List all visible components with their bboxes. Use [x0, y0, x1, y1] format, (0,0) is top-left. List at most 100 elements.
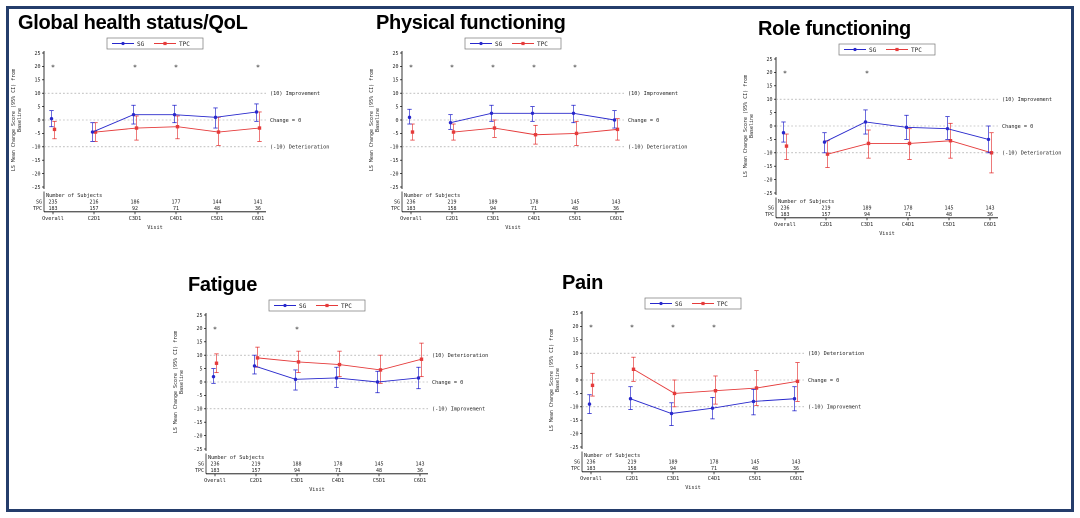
- data-point: [489, 111, 494, 116]
- subjects-count: 143: [611, 200, 620, 206]
- subjects-count: 183: [210, 468, 219, 474]
- svg-text:*: *: [213, 325, 217, 333]
- subjects-count: 94: [670, 466, 676, 472]
- svg-text:*: *: [712, 323, 716, 331]
- svg-text:*: *: [532, 63, 536, 71]
- series-sg: [587, 386, 797, 426]
- legend-tpc-label: TPC: [179, 41, 190, 48]
- data-point: [672, 391, 677, 396]
- subjects-count: 189: [488, 200, 497, 206]
- visit-tick-label: C5D1: [373, 478, 386, 484]
- data-point: [211, 374, 216, 379]
- reference-label: Change = 0: [1002, 124, 1033, 130]
- legend-sg-marker: [853, 47, 857, 52]
- data-point: [293, 377, 298, 382]
- subjects-table: Number of Subjects SG 236 219 188 178 145 143 TP…: [195, 453, 428, 493]
- reference-label: (-10) Improvement: [808, 405, 861, 411]
- subjects-count: 36: [255, 206, 261, 212]
- data-point: [822, 140, 827, 144]
- visit-tick-label: C4D1: [902, 222, 915, 228]
- subjects-count: 186: [130, 200, 139, 206]
- subjects-row-label: TPC: [571, 466, 580, 472]
- svg-text:10: 10: [34, 91, 40, 97]
- subjects-count: 145: [374, 462, 383, 468]
- chart-title-pain: Pain: [562, 272, 604, 294]
- legend-sg-label: SG: [137, 41, 145, 48]
- data-point: [574, 131, 579, 136]
- subjects-count: 36: [613, 206, 619, 212]
- svg-text:-25: -25: [569, 445, 578, 451]
- subjects-count: 143: [415, 462, 424, 468]
- series-tpc: [590, 356, 800, 408]
- visit-tick-label: C4D1: [170, 216, 183, 222]
- svg-text:*: *: [865, 69, 869, 77]
- legend-sg-marker: [121, 41, 125, 46]
- y-axis: 25 20 15 10 5 0 -5 -10 -15 -20 -25 LS Mean Change S…: [173, 313, 207, 453]
- data-point: [628, 397, 633, 401]
- reference-lines: (10) Deterioration Change = 0 (-10) Improv…: [582, 351, 864, 411]
- svg-text:-25: -25: [193, 447, 202, 453]
- svg-text:10: 10: [766, 97, 772, 103]
- visit-tick-label: Overall: [400, 216, 422, 222]
- data-point: [172, 112, 177, 117]
- legend: SG TPC: [106, 37, 204, 50]
- svg-text:-20: -20: [763, 177, 772, 183]
- subjects-count: 157: [821, 212, 830, 218]
- data-point: [90, 130, 95, 134]
- significance-asterisks: * * * *: [51, 63, 260, 71]
- svg-text:20: 20: [34, 64, 40, 70]
- y-axis: 25 20 15 10 5 0 -5 -10 -15 -20 -25 LS Mean Change S…: [549, 311, 583, 451]
- x-axis-label: Visit: [879, 231, 895, 237]
- y-axis: 25 20 15 10 5 0 -5 -10 -15 -20 -25 LS Mean Change S…: [369, 51, 403, 191]
- visit-tick-label: C2D1: [250, 478, 263, 484]
- legend-sg-label: SG: [495, 41, 503, 48]
- reference-label: (10) Deterioration: [432, 353, 488, 359]
- series-sg: [211, 354, 421, 394]
- svg-text:25: 25: [392, 51, 398, 57]
- data-point: [255, 356, 260, 360]
- subjects-header: Number of Subjects: [208, 455, 264, 461]
- data-point: [213, 115, 218, 120]
- subjects-count: 141: [253, 200, 262, 206]
- subjects-count: 36: [987, 212, 993, 218]
- data-point: [451, 130, 456, 134]
- x-axis-label: Visit: [309, 487, 325, 493]
- subjects-count: 71: [905, 212, 911, 218]
- chart-title-global-health-status: Global health status/QoL: [18, 12, 248, 34]
- subjects-count: 219: [627, 460, 636, 466]
- svg-text:-20: -20: [31, 171, 40, 177]
- reference-lines: (10) Deterioration Change = 0 (-10) Improv…: [206, 353, 488, 413]
- data-point: [131, 112, 136, 117]
- subjects-row-label: TPC: [195, 468, 204, 474]
- visit-tick-label: C3D1: [487, 216, 500, 222]
- y-axis-label-line1: LS Mean Change Score (95% CI) from: [173, 331, 179, 433]
- data-point: [419, 357, 424, 361]
- visit-tick-label: Overall: [580, 476, 602, 482]
- subjects-row-label: TPC: [765, 212, 774, 218]
- subjects-table: Number of Subjects SG 236 219 189 178 145 143 TP…: [765, 197, 998, 237]
- legend: SG TPC: [644, 297, 742, 310]
- visit-tick-label: C4D1: [708, 476, 721, 482]
- y-axis-label-line2: Baseline: [375, 108, 381, 132]
- legend-tpc-label: TPC: [717, 301, 728, 308]
- chart-title-physical-functioning: Physical functioning: [376, 12, 566, 34]
- x-axis-label: Visit: [147, 225, 163, 231]
- reference-lines: (10) Improvement Change = 0 (-10) Deterior…: [44, 91, 329, 151]
- svg-text:0: 0: [37, 118, 40, 124]
- reference-label: (10) Deterioration: [808, 351, 864, 357]
- subjects-count: 48: [214, 206, 220, 212]
- data-point: [492, 126, 497, 130]
- data-point: [866, 141, 871, 146]
- reference-label: (10) Improvement: [1002, 97, 1052, 103]
- svg-text:15: 15: [392, 78, 398, 84]
- subjects-table: Number of Subjects SG 235 216 186 177 144 141 TP…: [33, 191, 266, 231]
- subjects-count: 183: [48, 206, 57, 212]
- svg-text:0: 0: [575, 378, 578, 384]
- subjects-table: Number of Subjects SG 236 219 189 178 145 143 TP…: [391, 191, 624, 231]
- data-point: [448, 120, 453, 125]
- svg-text:-15: -15: [31, 158, 40, 164]
- legend-tpc-label: TPC: [341, 303, 352, 310]
- svg-text:10: 10: [572, 351, 578, 357]
- y-axis-label-line1: LS Mean Change Score (95% CI) from: [369, 69, 375, 171]
